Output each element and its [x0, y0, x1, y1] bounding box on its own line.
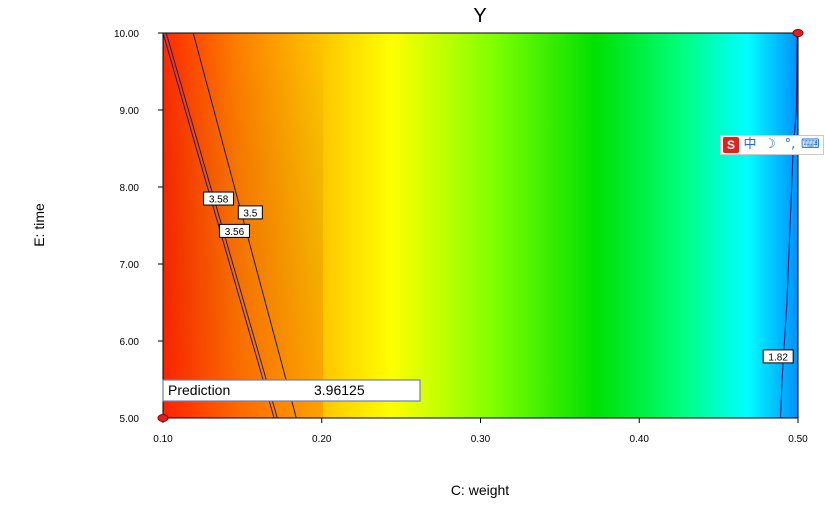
- contour-label: 3.56: [218, 223, 250, 238]
- y-axis-title: E: time: [31, 203, 47, 247]
- ime-toolbar[interactable]: S 中 ☽ °, ⌨: [720, 135, 824, 155]
- y-tick-label: 8.00: [120, 183, 140, 194]
- prediction-label: Prediction: [168, 382, 230, 398]
- chinese-mode-icon[interactable]: 中: [743, 137, 757, 152]
- contour-label-text: 1.82: [768, 352, 788, 363]
- x-tick-label: 0.20: [312, 434, 332, 445]
- contour-label: 3.5: [237, 205, 263, 220]
- prediction-box-bg: [162, 379, 421, 402]
- y-tick-label: 5.00: [120, 414, 140, 425]
- contour-label-text: 3.58: [209, 195, 229, 206]
- y-tick-label: 7.00: [120, 260, 140, 271]
- x-axis: 0.10 0.20 0.30 0.40 0.50: [153, 418, 808, 445]
- design-points: [157, 29, 804, 422]
- y-tick-label: 10.00: [114, 29, 139, 40]
- contour-label-box: [218, 223, 250, 238]
- contour-label-text: 3.56: [225, 227, 245, 238]
- punctuation-icon[interactable]: °,: [784, 137, 796, 152]
- contour-line-3-58: [162, 32, 275, 419]
- contour-label-box: [762, 349, 794, 364]
- design-point[interactable]: [792, 29, 804, 37]
- x-axis-title: C: weight: [451, 482, 509, 498]
- contour-label: 1.82: [762, 349, 794, 364]
- y-tick-label: 6.00: [120, 337, 140, 348]
- x-tick-label: 0.50: [788, 434, 808, 445]
- contour-label-text: 3.5: [243, 208, 257, 219]
- contour-label-box: [203, 191, 235, 206]
- x-tick-label: 0.40: [630, 434, 650, 445]
- moon-icon[interactable]: ☽: [764, 137, 776, 152]
- prediction-value: 3.96125: [314, 382, 365, 398]
- contour-labels: 3.58 3.5 3.56 1.82: [203, 191, 794, 364]
- contour-line-1-82: [780, 32, 798, 419]
- contour-label-box: [237, 205, 263, 220]
- sogou-logo-icon[interactable]: S: [723, 137, 739, 153]
- contour-label: 3.58: [203, 191, 235, 206]
- keyboard-icon[interactable]: ⌨: [801, 137, 820, 152]
- x-tick-label: 0.10: [153, 434, 173, 445]
- x-tick-label: 0.30: [471, 434, 491, 445]
- y-axis: 5.00 6.00 7.00 8.00 9.00 10.00: [114, 29, 163, 425]
- design-point[interactable]: [157, 414, 169, 422]
- prediction-box[interactable]: Prediction 3.96125: [162, 379, 421, 402]
- chart-title: Y: [473, 5, 486, 27]
- y-tick-label: 9.00: [120, 106, 140, 117]
